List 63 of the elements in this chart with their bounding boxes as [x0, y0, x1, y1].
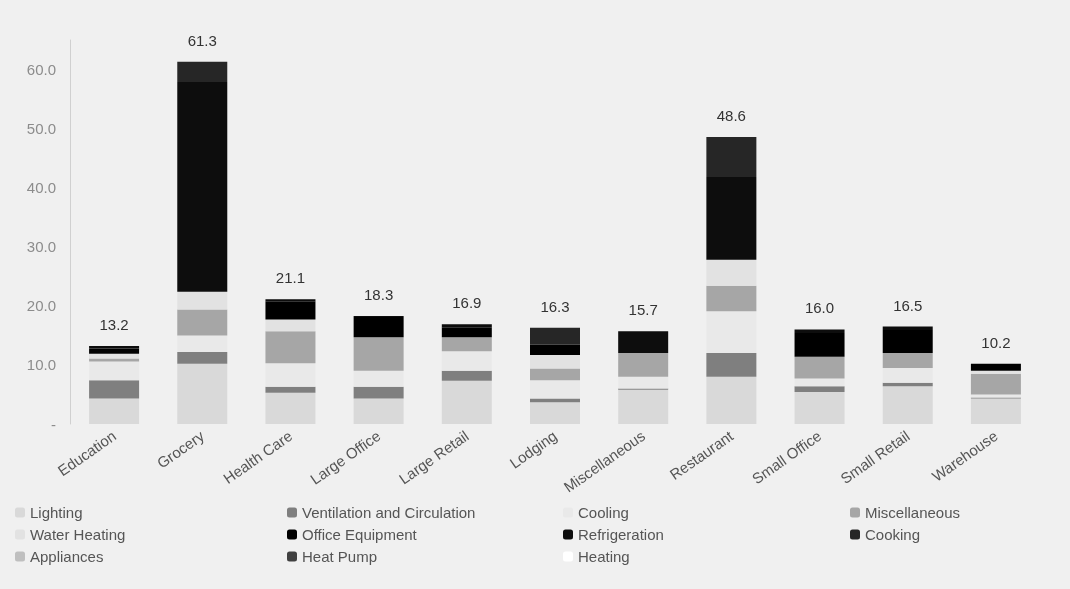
bar	[970, 398, 1021, 424]
bar	[794, 392, 845, 424]
bar	[353, 398, 404, 424]
bar	[265, 301, 316, 320]
y-tick-label: 50.0	[26, 120, 56, 138]
bar	[177, 61, 228, 82]
legend-label: Miscellaneous	[865, 504, 961, 521]
legend-label: Refrigeration	[578, 526, 664, 543]
y-tick-label: 20.0	[26, 297, 56, 315]
bar	[706, 136, 757, 178]
bar	[706, 177, 757, 260]
y-tick-label: -	[51, 415, 56, 433]
bar	[882, 330, 933, 354]
total-label: 15.7	[628, 301, 658, 319]
bar	[353, 317, 404, 338]
legend-label: Lighting	[30, 504, 83, 521]
bar	[706, 376, 757, 424]
legend-label: Cooking	[865, 526, 921, 543]
bar	[706, 259, 757, 286]
total-label: 16.0	[804, 299, 835, 317]
total-label: 10.2	[981, 333, 1011, 351]
bar	[970, 363, 1021, 371]
y-tick-label: 60.0	[26, 61, 56, 79]
total-label: 18.3	[364, 285, 394, 303]
bar	[530, 354, 580, 369]
total-label: 13.2	[99, 316, 129, 334]
legend-label: Ventilation and Circulation	[302, 504, 476, 521]
bar	[530, 402, 580, 424]
legend-label: Heating	[578, 548, 630, 565]
total-label: 48.6	[716, 106, 746, 124]
legend-label: Cooling	[578, 504, 629, 521]
legend-label: Heat Pump	[302, 548, 378, 565]
legend-label: Appliances	[30, 548, 104, 565]
bar	[441, 380, 492, 424]
total-label: 21.1	[275, 269, 306, 287]
bar	[794, 333, 845, 357]
bar	[177, 291, 228, 310]
bar	[265, 299, 316, 302]
bar	[177, 363, 228, 424]
y-tick-label: 30.0	[26, 238, 56, 256]
bar	[970, 373, 1021, 395]
bar	[265, 392, 316, 424]
bar	[441, 324, 492, 328]
bar	[530, 344, 580, 355]
y-tick-label: 40.0	[26, 179, 56, 197]
legend-label: Office Equipment	[302, 526, 418, 543]
bar	[530, 327, 580, 345]
total-label: 61.3	[187, 31, 217, 49]
bar	[177, 81, 228, 292]
bar	[970, 370, 1021, 374]
total-label: 16.3	[540, 297, 570, 315]
bar	[265, 319, 316, 332]
bar	[89, 398, 140, 424]
total-label: 16.5	[893, 296, 923, 314]
bar	[89, 348, 140, 354]
y-tick-label: 10.0	[26, 356, 56, 374]
bar	[89, 358, 140, 362]
bar	[618, 331, 669, 354]
total-label: 16.9	[452, 294, 482, 312]
legend-label: Water Heating	[30, 526, 126, 543]
bar	[441, 327, 492, 338]
bar	[882, 386, 933, 424]
bar	[794, 329, 845, 334]
